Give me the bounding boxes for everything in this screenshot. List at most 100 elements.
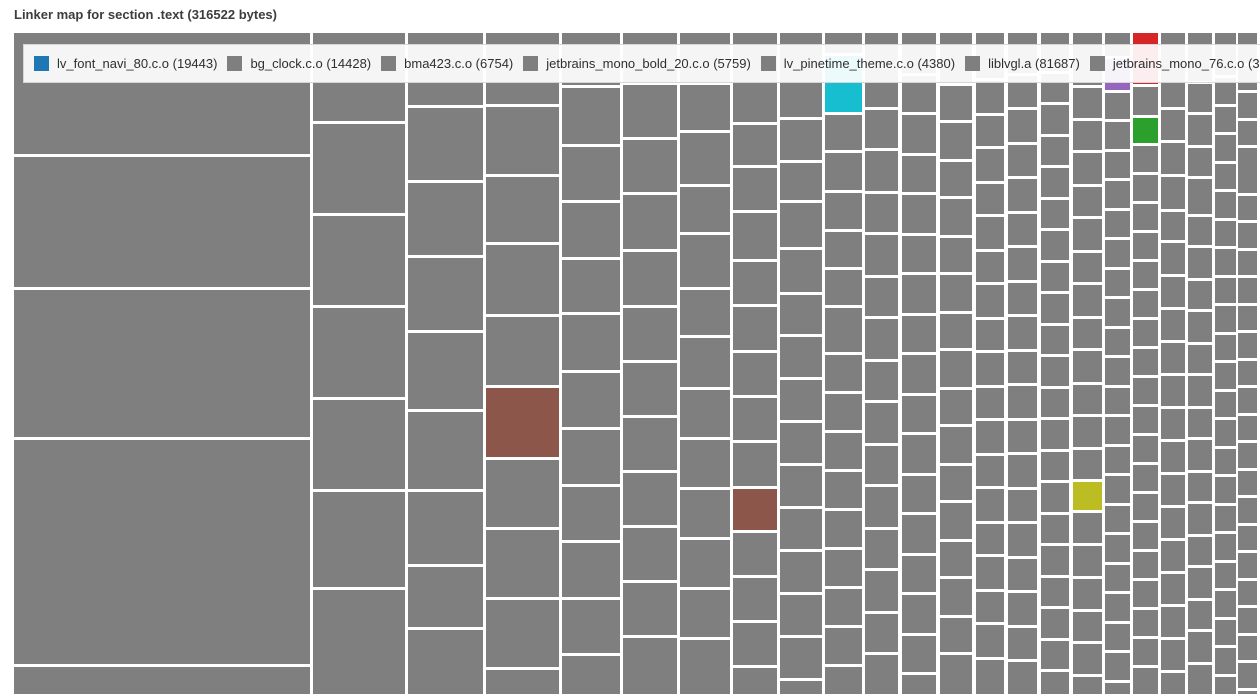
treemap-cell[interactable] [1133,378,1158,404]
treemap-cell[interactable] [1133,291,1158,317]
treemap-cell[interactable] [1238,526,1257,550]
legend-entry[interactable]: liblvgl.a (81687) [965,56,1080,71]
treemap-cell[interactable] [1238,148,1257,193]
treemap-cell[interactable] [623,195,677,249]
treemap-cell[interactable] [408,492,483,564]
treemap-cell[interactable] [865,487,898,527]
treemap-cell[interactable] [1161,640,1185,670]
treemap-cell[interactable] [902,156,936,192]
treemap-cell[interactable] [1008,179,1037,211]
treemap-cell[interactable] [1105,476,1130,503]
treemap-cell[interactable] [1188,632,1212,662]
treemap-cell[interactable] [1238,443,1257,468]
treemap-cell[interactable] [865,319,898,359]
legend-entry[interactable]: lv_pinetime_theme.c.o (4380) [760,56,955,71]
treemap-cell[interactable] [1215,363,1236,389]
treemap-cell[interactable] [733,578,777,620]
treemap-cell[interactable] [1105,565,1130,591]
treemap-cell[interactable] [940,579,972,615]
treemap-cell[interactable] [1215,506,1236,531]
treemap-cell[interactable] [14,157,310,287]
treemap-cell[interactable] [562,656,620,694]
treemap-cell[interactable] [1133,204,1158,230]
treemap-cell[interactable] [1161,607,1185,637]
treemap-cell[interactable] [865,362,898,400]
treemap-cell[interactable] [1105,240,1130,267]
treemap-cell[interactable] [1133,146,1158,172]
treemap-cell[interactable] [733,623,777,665]
treemap-cell[interactable] [1041,137,1069,165]
treemap-cell[interactable] [976,625,1004,657]
treemap-cell[interactable] [940,390,972,424]
treemap-cell[interactable] [408,630,483,694]
treemap-cell[interactable] [1188,473,1212,501]
treemap-cell[interactable] [1105,506,1130,532]
treemap-cell[interactable] [780,423,822,463]
treemap-cell[interactable] [1133,581,1158,607]
treemap-cell[interactable] [1188,537,1212,565]
treemap-cell[interactable] [780,203,822,247]
treemap-cell[interactable] [825,472,862,508]
treemap-cell[interactable] [680,290,730,335]
treemap-cell[interactable] [733,213,777,259]
treemap-cell[interactable] [1161,143,1185,174]
treemap-cell[interactable] [1188,312,1212,342]
treemap-cell[interactable] [940,466,972,500]
treemap-cell[interactable] [865,614,898,652]
treemap-cell[interactable] [976,660,1004,694]
treemap-cell[interactable] [623,638,677,694]
treemap-cell[interactable] [623,528,677,580]
treemap-cell[interactable] [865,403,898,443]
treemap-cell[interactable] [562,147,620,200]
treemap-cell[interactable] [14,440,310,664]
treemap-cell[interactable] [1215,449,1236,474]
treemap-cell[interactable] [562,203,620,257]
treemap-cell[interactable] [976,217,1004,249]
treemap-cell[interactable] [825,550,862,586]
treemap-cell[interactable] [562,600,620,653]
treemap-cell[interactable] [1161,277,1185,307]
treemap-cell[interactable] [1161,310,1185,340]
treemap-cell[interactable] [408,183,483,255]
treemap-cell[interactable] [1215,221,1236,246]
treemap-cell[interactable] [623,140,677,192]
treemap-cell[interactable] [1105,329,1130,355]
treemap-cell[interactable] [623,308,677,360]
treemap-cell[interactable] [865,278,898,316]
treemap-cell[interactable] [902,675,936,694]
treemap-cell[interactable] [1215,420,1236,446]
legend-entry[interactable]: lv_font_navi_80.c.o (19443) [34,56,217,71]
treemap-cell[interactable] [1188,440,1212,470]
treemap-cell[interactable] [976,285,1004,317]
treemap-cell[interactable] [1105,594,1130,621]
treemap-cell[interactable] [1238,388,1257,413]
treemap-cell[interactable] [902,556,936,592]
treemap-cell[interactable] [825,193,862,229]
treemap-cell[interactable] [1041,609,1069,638]
treemap-cell[interactable] [1133,494,1158,520]
treemap-cell[interactable] [780,638,822,678]
treemap-cell[interactable] [1073,677,1102,694]
treemap-cell[interactable] [940,162,972,196]
treemap-cell[interactable] [1008,662,1037,694]
treemap-cell[interactable] [976,184,1004,214]
treemap-cell[interactable] [780,509,822,549]
treemap-cell[interactable] [1215,392,1236,417]
treemap-cell[interactable] [1073,253,1102,282]
treemap-cell[interactable] [1161,376,1185,406]
treemap-cell[interactable] [1133,436,1158,462]
treemap-cell[interactable] [940,123,972,159]
treemap-cell[interactable] [780,295,822,334]
treemap-cell[interactable] [1133,175,1158,201]
treemap-cell[interactable] [486,460,559,527]
treemap-cell-olive[interactable] [1073,482,1102,510]
treemap-cell[interactable] [1041,200,1069,228]
treemap-cell[interactable] [902,316,936,352]
treemap-cell[interactable] [865,446,898,484]
legend-entry[interactable]: bg_clock.c.o (14428) [227,56,371,71]
treemap-cell[interactable] [680,338,730,387]
treemap-cell[interactable] [1161,243,1185,274]
treemap-cell[interactable] [14,290,310,437]
treemap-cell[interactable] [940,275,972,311]
treemap-cell[interactable] [1238,93,1257,118]
